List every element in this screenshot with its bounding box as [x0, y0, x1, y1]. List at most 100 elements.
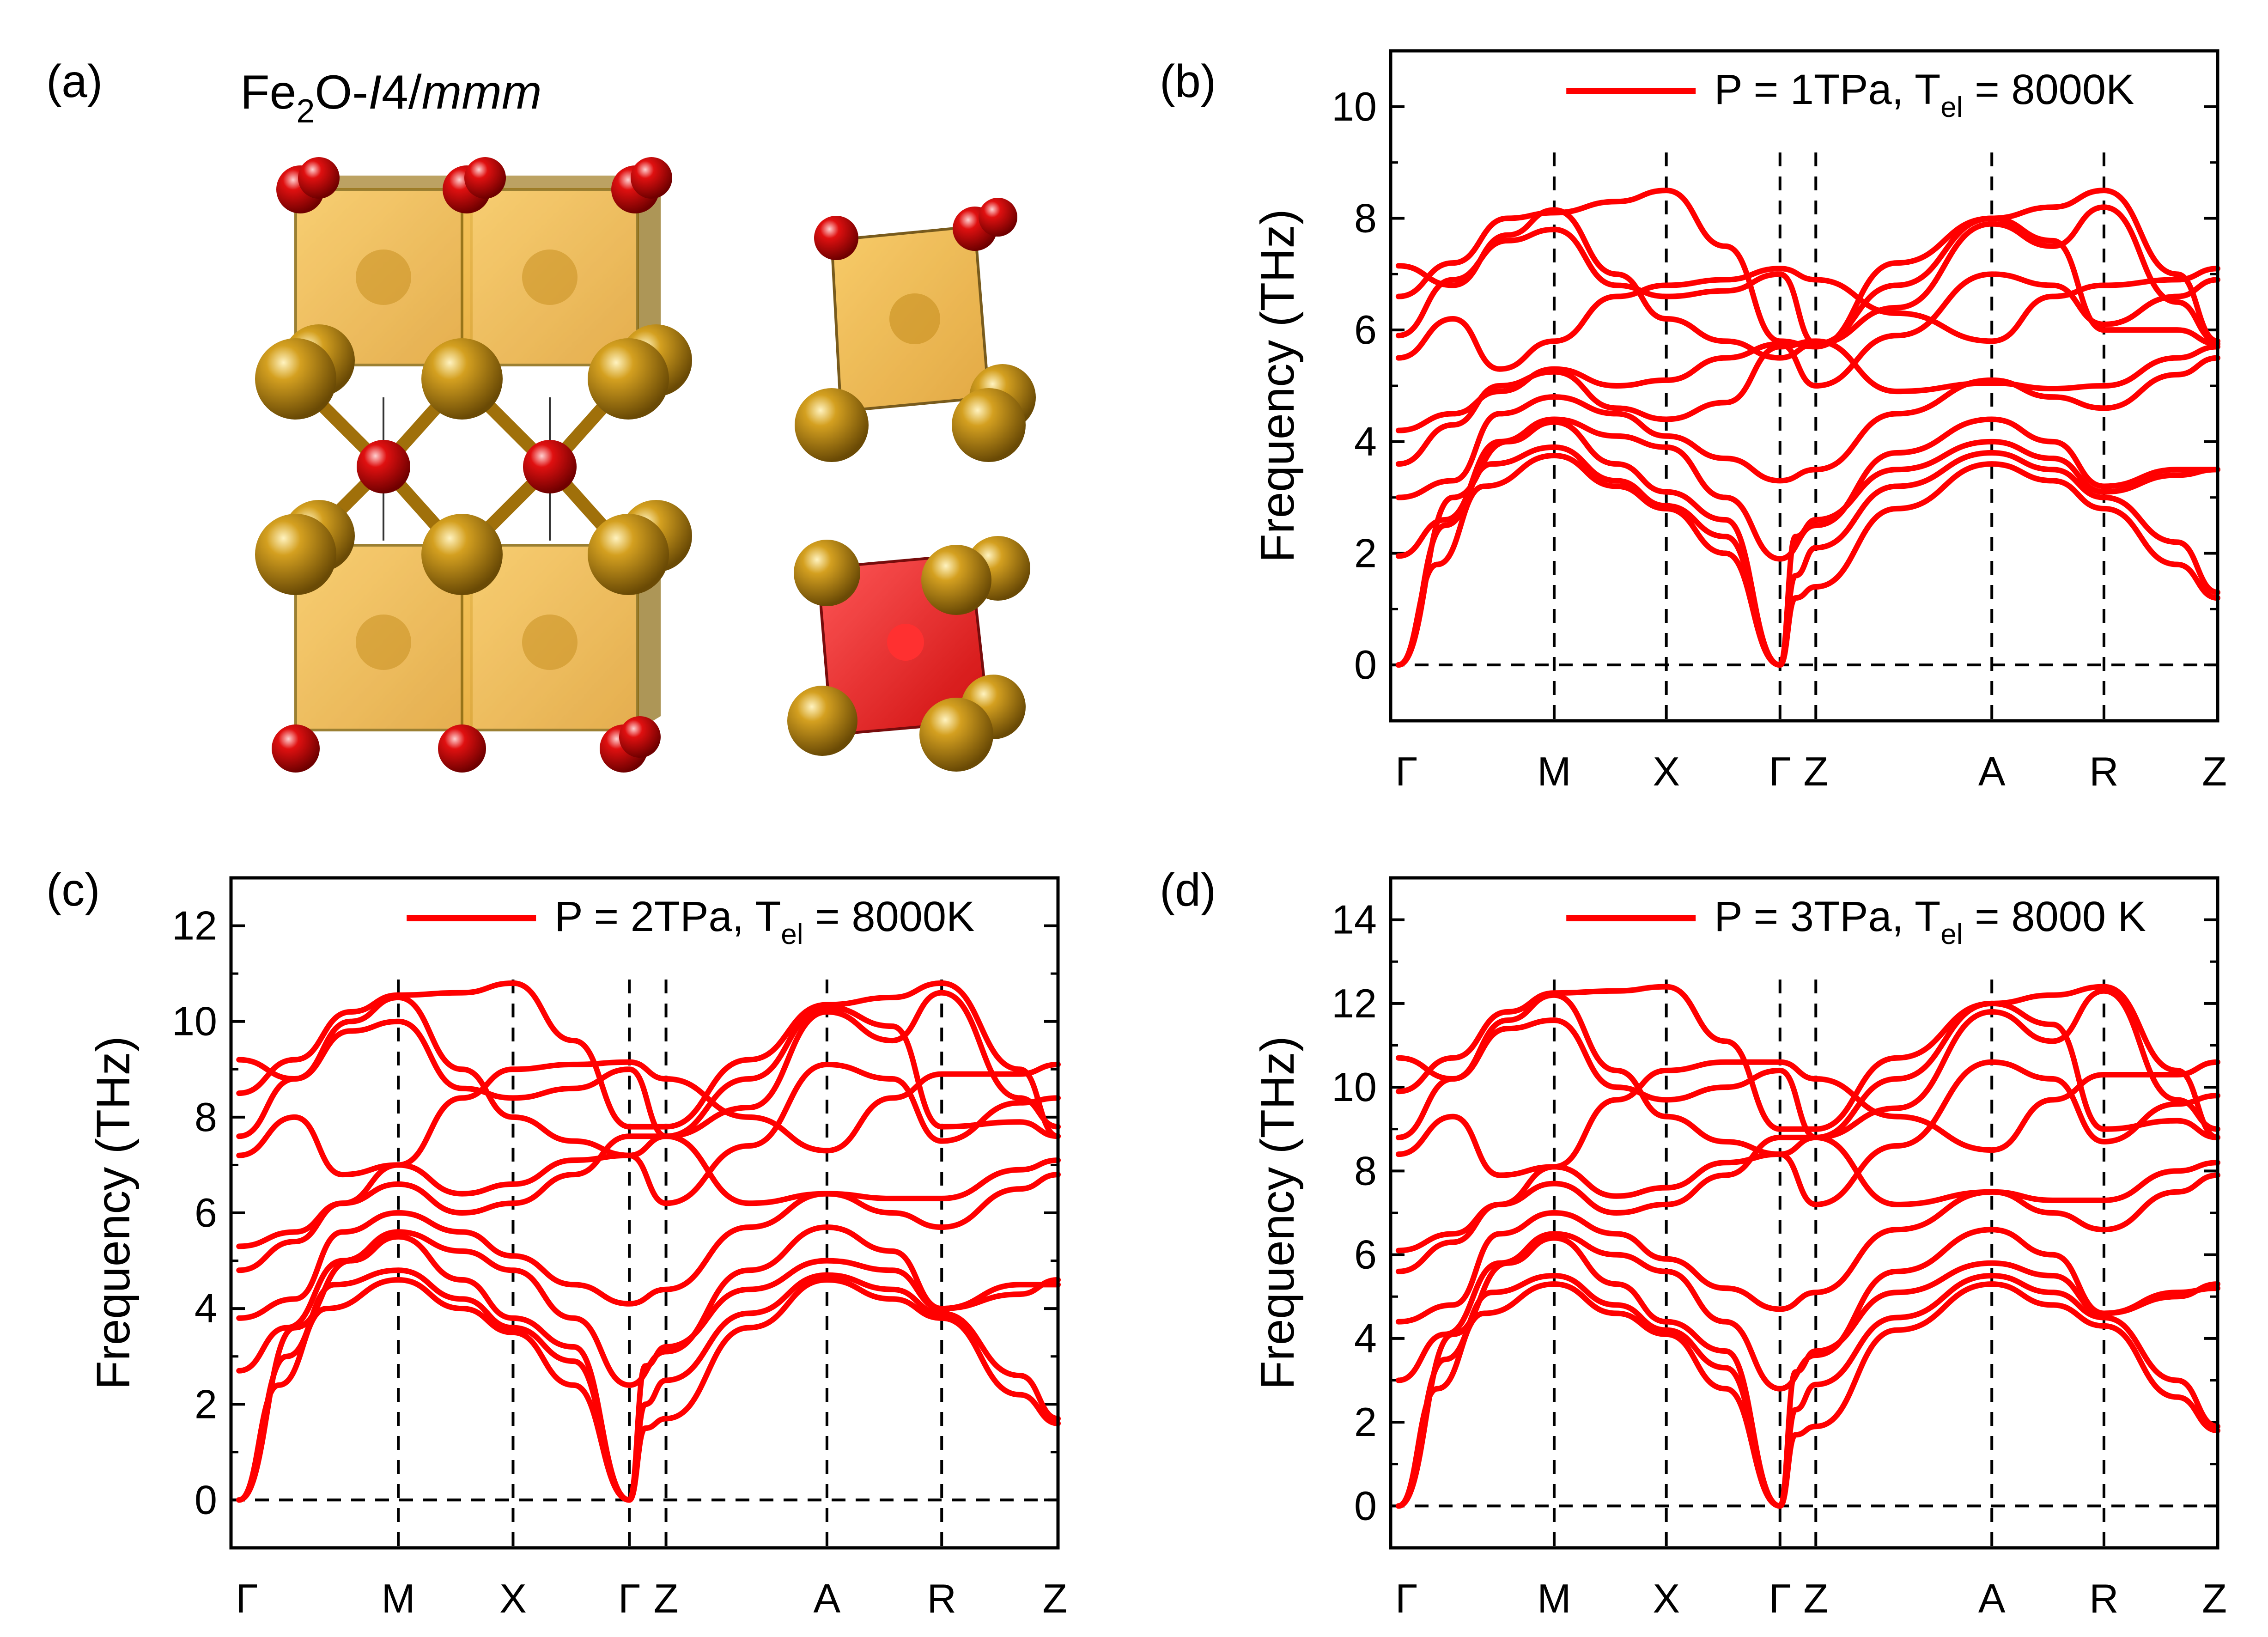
kpoint-label: Γ — [1395, 749, 1417, 794]
y-tick-label: 2 — [195, 1381, 217, 1427]
structure-o-polyhedron — [787, 536, 1030, 772]
legend-text: P = 2TPa, Tel = 8000K — [554, 893, 974, 950]
y-tick-label: 14 — [1332, 897, 1377, 943]
phonon-branch — [1395, 271, 2220, 433]
o-atom — [523, 440, 577, 493]
y-tick-label: 2 — [1354, 1399, 1377, 1445]
phonon-branch — [1395, 1059, 2220, 1178]
o-atoms-middle — [357, 440, 577, 493]
phonon-branch — [236, 990, 1061, 1158]
y-tick-label: 4 — [1354, 1315, 1377, 1361]
y-tick-label: 8 — [195, 1094, 217, 1140]
phonon-branch — [1395, 984, 2220, 1140]
o-atoms-bottom — [272, 716, 661, 773]
y-tick-label: 12 — [1332, 980, 1377, 1026]
title-italic-i: I — [368, 66, 382, 119]
fe-center-atom — [889, 293, 940, 344]
y-tick-label: 4 — [195, 1285, 217, 1331]
y-tick-label: 8 — [1354, 195, 1377, 241]
legend-text: P = 3TPa, Tel = 8000 K — [1714, 893, 2146, 950]
y-tick-label: 6 — [1354, 307, 1377, 353]
kpoint-label: Γ — [1395, 1576, 1417, 1621]
fe-atom — [588, 338, 669, 420]
fe-atom — [421, 514, 503, 595]
kpoint-label: A — [814, 1576, 841, 1621]
plot-frame — [1389, 49, 2219, 723]
kpoint-label: R — [927, 1576, 956, 1621]
kpoint-label: X — [499, 1576, 527, 1621]
phonon-branch — [1395, 188, 2220, 350]
kpoint-label: M — [381, 1576, 415, 1621]
o-atom — [619, 716, 661, 758]
o-atom — [979, 198, 1017, 237]
structure-main — [255, 157, 692, 773]
phonon-branch — [1395, 1172, 2220, 1325]
y-tick-label: 6 — [195, 1190, 217, 1235]
fe-atom — [921, 545, 991, 615]
phonon-branch — [1395, 1059, 2220, 1254]
kpoint-label: Γ — [1769, 1576, 1791, 1621]
y-tick-label: 10 — [1332, 84, 1377, 129]
fe-atom — [588, 514, 669, 595]
title-sub: 2 — [296, 93, 315, 130]
title-mid: O- — [315, 66, 368, 119]
kpoint-label: Z — [1803, 1576, 1828, 1621]
fe-center-atom — [356, 615, 411, 670]
kpoint-label: R — [2089, 1576, 2119, 1621]
phonon-branch — [1395, 204, 2220, 361]
panel-label: (d) — [1160, 864, 1216, 916]
phonon-branch — [236, 1133, 1061, 1273]
phonon-branch — [1395, 416, 2220, 562]
fe-atom — [795, 388, 869, 462]
phonon-branch — [236, 1224, 1061, 1388]
panel-label: (c) — [46, 864, 100, 916]
structure-fe-polyhedron — [795, 198, 1036, 462]
kpoint-label: Z — [1042, 1576, 1067, 1621]
y-tick-label: 10 — [1332, 1064, 1377, 1110]
fe-atom — [421, 338, 503, 420]
phonon-branch — [1395, 1235, 2220, 1509]
y-axis-title: Frequency (THz) — [87, 1036, 140, 1389]
kpoint-label: Z — [2202, 1576, 2227, 1621]
o-atom — [464, 157, 506, 199]
phonon-branch — [1395, 266, 2220, 372]
kpoint-label: Γ — [1769, 749, 1791, 794]
kpoint-label: X — [1653, 1576, 1680, 1621]
fe-atom — [787, 686, 857, 756]
kpoint-label: Z — [1803, 749, 1828, 794]
y-tick-label: 8 — [1354, 1148, 1377, 1193]
kpoint-label: M — [1537, 749, 1571, 794]
y-tick-label: 2 — [1354, 530, 1377, 576]
o-atom — [814, 216, 858, 260]
fe-atom — [255, 514, 336, 595]
o-atoms-top — [276, 157, 672, 213]
y-tick-label: 0 — [1354, 642, 1377, 688]
title-italic-mmm: mmm — [422, 66, 542, 119]
phonon-branch — [236, 1061, 1061, 1249]
o-atom — [272, 724, 320, 773]
fe-atom — [794, 540, 860, 606]
kpoint-label: Z — [2202, 749, 2227, 794]
fe-center-atom — [356, 250, 411, 305]
phonon-branch — [1395, 988, 2220, 1157]
kpoint-label: Γ — [618, 1576, 640, 1621]
polyhedron-side — [638, 176, 661, 365]
fe-atom — [919, 698, 993, 772]
panel-label: (b) — [1160, 55, 1216, 107]
phonon-branch — [1395, 1227, 2220, 1392]
y-tick-label: 10 — [172, 998, 217, 1044]
o-atom — [631, 157, 672, 199]
fe-atom — [255, 338, 336, 420]
fe-center-atom — [522, 615, 578, 670]
y-tick-label: 4 — [1354, 419, 1377, 464]
fe-atoms-upper — [255, 324, 692, 420]
panel-a: (a) Fe2O-I4/mmm — [46, 55, 1036, 773]
kpoint-label: X — [1653, 749, 1680, 794]
o-atom — [438, 724, 486, 773]
o-atom — [357, 440, 410, 493]
phonon-branch — [1395, 215, 2220, 347]
